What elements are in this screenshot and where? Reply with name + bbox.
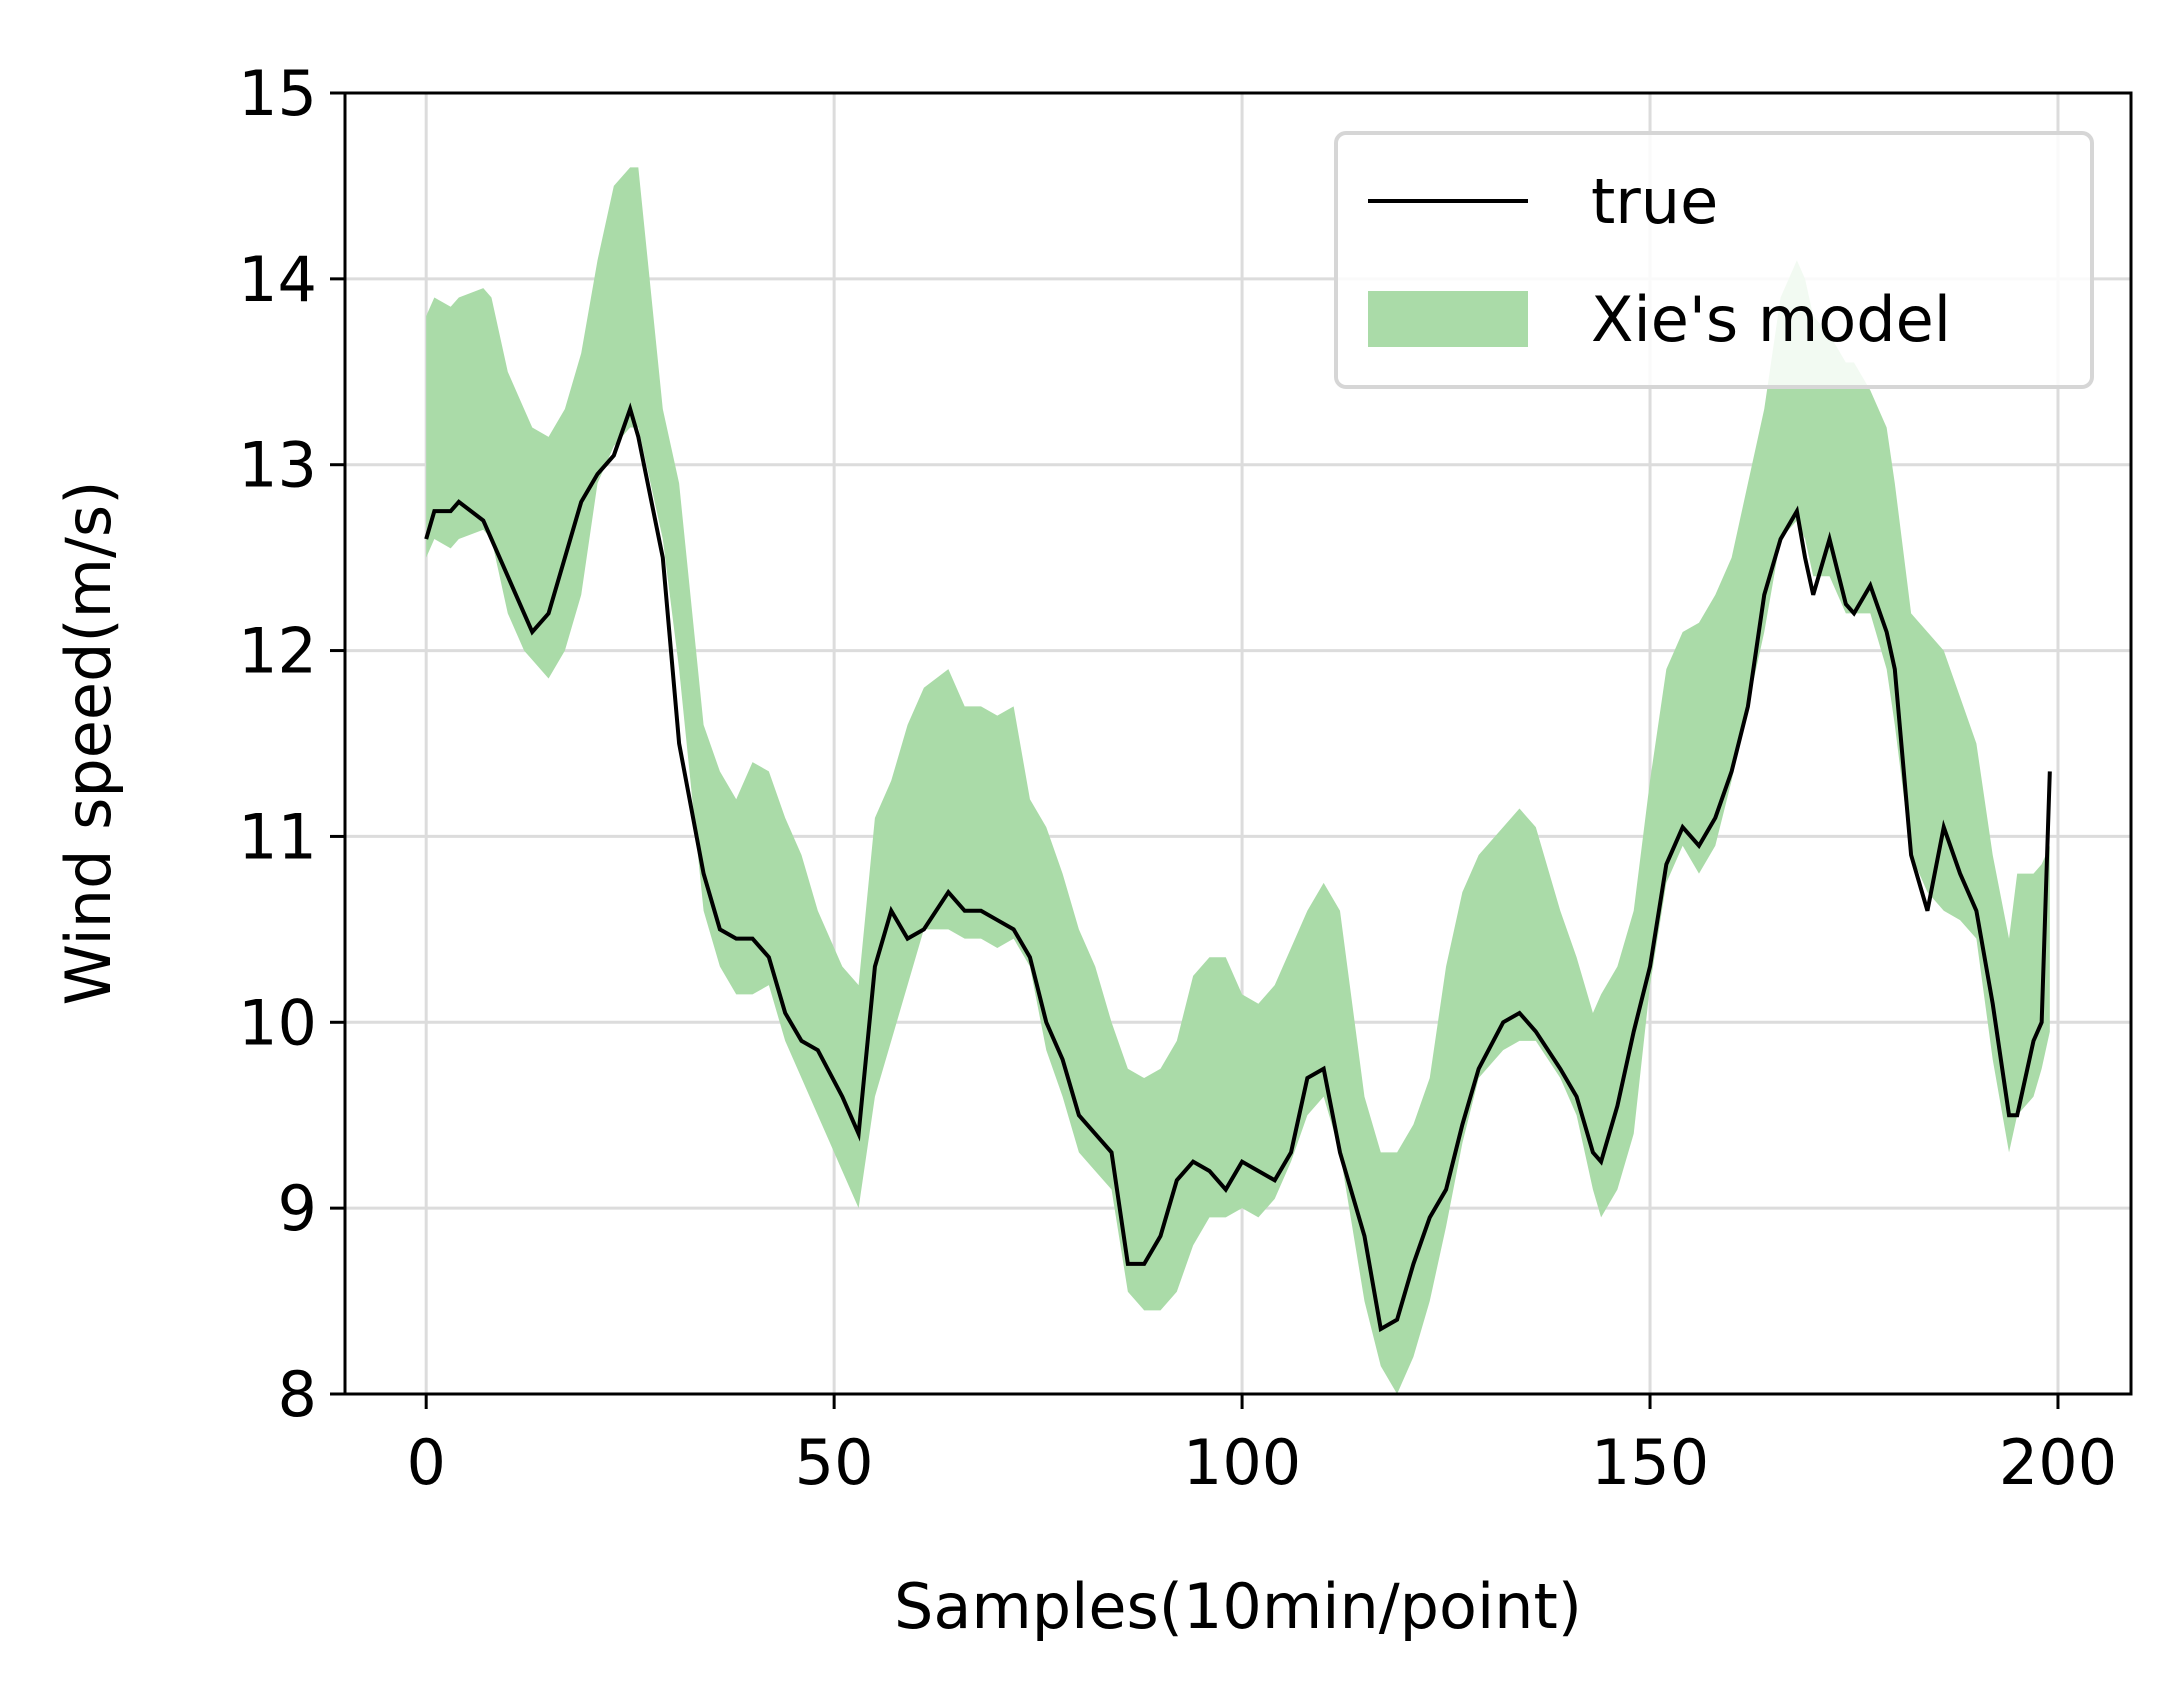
y-tick-label: 14 xyxy=(238,243,317,316)
legend-label: true xyxy=(1591,165,1718,238)
x-axis-label: Samples(10min/point) xyxy=(894,1570,1582,1643)
y-tick-label: 8 xyxy=(278,1358,317,1431)
line xyxy=(424,402,2052,1333)
y-tick-label: 15 xyxy=(238,57,317,130)
x-tick-label: 50 xyxy=(795,1426,874,1499)
y-tick-label: 9 xyxy=(278,1172,317,1245)
legend-label: Xie's model xyxy=(1591,283,1951,356)
x-tick-label: 0 xyxy=(406,1426,445,1499)
x-tick-label: 200 xyxy=(1999,1426,2117,1499)
y-tick-label: 10 xyxy=(238,986,317,1059)
x-tick-label: 150 xyxy=(1591,1426,1709,1499)
axes-frame xyxy=(343,91,2133,1396)
y-tick-label: 11 xyxy=(238,800,317,873)
x-tick-label: 100 xyxy=(1183,1426,1301,1499)
y-axis-label: Wind speed(m/s) xyxy=(52,481,125,1006)
band-area xyxy=(426,167,2050,1394)
legend-swatch xyxy=(1368,291,1528,347)
y-tick-label: 13 xyxy=(238,429,317,502)
y-tick-label: 12 xyxy=(238,615,317,688)
